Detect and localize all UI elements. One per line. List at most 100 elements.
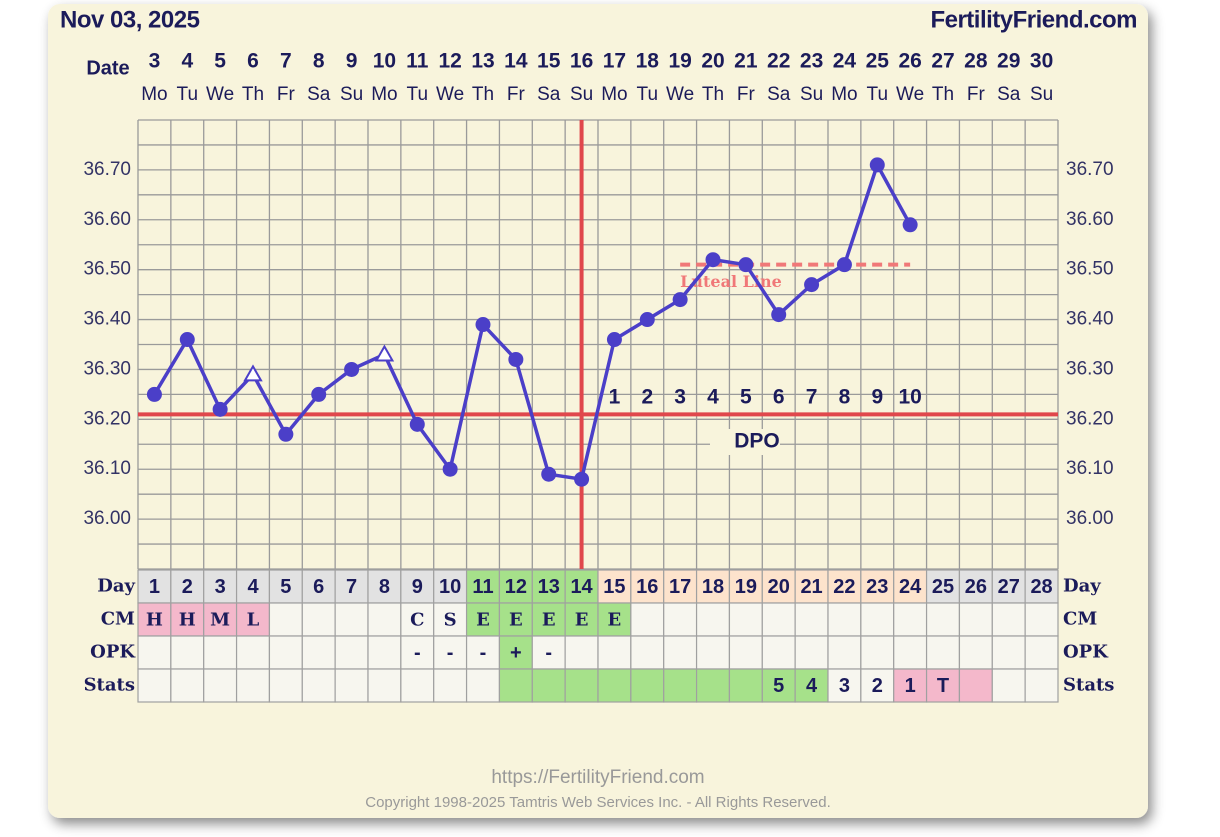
table-cell	[268, 668, 303, 703]
y-tick-label: 36.50	[83, 259, 131, 280]
dpo-number: 6	[773, 386, 785, 409]
table-cell	[958, 602, 993, 637]
luteal-label: Luteal Line	[680, 272, 782, 291]
table-cell	[663, 635, 698, 670]
table-cell	[268, 602, 303, 637]
table-cell	[695, 602, 731, 637]
weekday-label: Mo	[831, 84, 857, 105]
table-cell	[531, 602, 566, 637]
row-label: Stats	[1063, 675, 1114, 696]
table-cell	[531, 635, 566, 670]
table-cell	[170, 668, 205, 703]
date-label: 22	[767, 50, 790, 73]
date-label: 18	[636, 50, 660, 73]
cell-text: +	[510, 642, 522, 664]
table-cell	[794, 569, 829, 604]
y2-tick-label: 36.30	[1066, 358, 1114, 379]
footer-url: https://FertilityFriend.com	[491, 767, 704, 788]
table-cell	[531, 569, 566, 604]
temperature-point	[541, 466, 557, 482]
table-cell	[794, 602, 829, 637]
date-label: 17	[603, 50, 626, 73]
y-tick-label: 36.00	[83, 508, 131, 529]
cell-text: L	[247, 610, 260, 631]
temperature-point	[278, 426, 294, 442]
table-cell	[695, 668, 731, 703]
cell-text: 4	[806, 675, 818, 697]
cell-text: 18	[702, 576, 724, 598]
weekday-label: Mo	[371, 84, 397, 105]
weekday-label: We	[896, 84, 924, 105]
weekday-label: Su	[340, 84, 363, 105]
temperature-point	[442, 461, 458, 477]
temperature-point	[738, 257, 754, 273]
table-cell	[531, 668, 566, 703]
table-cell	[663, 602, 698, 637]
temperature-point	[804, 277, 820, 293]
table-cell	[728, 635, 763, 670]
weekday-label: Tu	[407, 84, 428, 105]
cell-text: 20	[768, 576, 790, 598]
temperature-point	[243, 364, 263, 382]
temperature-point	[672, 292, 688, 308]
table-cell	[991, 569, 1026, 604]
table-cell	[958, 569, 993, 604]
weekday-label: Su	[570, 84, 593, 105]
table-cell	[170, 635, 205, 670]
table-cell	[958, 635, 993, 670]
table-cell	[860, 635, 895, 670]
weekday-label: Th	[932, 84, 954, 105]
cell-text: 9	[412, 576, 423, 598]
cell-text: 12	[505, 576, 527, 598]
date-label: 23	[800, 50, 823, 73]
table-cell	[630, 602, 665, 637]
cell-text: E	[476, 610, 490, 631]
cell-text: 2	[872, 675, 883, 697]
cell-text: M	[210, 610, 230, 631]
cell-text: -	[545, 642, 552, 664]
cell-text: 13	[538, 576, 560, 598]
table-cell	[137, 635, 172, 670]
temperature-point	[836, 257, 852, 273]
temperature-point	[475, 317, 491, 333]
table-cell	[433, 602, 468, 637]
weekday-label: We	[206, 84, 234, 105]
cell-text: T	[937, 675, 949, 697]
table-cell	[991, 635, 1026, 670]
cell-text: E	[575, 610, 589, 631]
cell-text: -	[447, 642, 454, 664]
y2-tick-label: 36.10	[1066, 458, 1114, 479]
cell-text: 26	[965, 576, 987, 598]
dpo-number: 5	[740, 386, 752, 409]
y2-tick-label: 36.60	[1066, 209, 1114, 230]
table-cell	[564, 635, 599, 670]
y-tick-label: 36.20	[83, 408, 131, 429]
table-cell	[400, 569, 435, 604]
temperature-point	[869, 157, 885, 173]
weekday-label: Sa	[307, 84, 331, 105]
dpo-number: 2	[641, 386, 653, 409]
table-cell	[728, 602, 763, 637]
weekday-label: Fr	[507, 84, 526, 105]
table-cell	[1024, 635, 1059, 670]
table-cell	[827, 602, 862, 637]
dpo-label-bg	[710, 429, 780, 455]
cell-text: 22	[833, 576, 855, 598]
date-label: 19	[668, 50, 691, 73]
cell-text: 19	[735, 576, 757, 598]
table-cell	[827, 668, 862, 703]
temperature-point	[212, 401, 228, 417]
table-cell	[893, 635, 928, 670]
table-cell	[498, 569, 533, 604]
chart-title: Nov 03, 2025	[60, 6, 200, 33]
table-cell	[991, 602, 1026, 637]
weekday-label: Fr	[277, 84, 296, 105]
weekday-label: Mo	[601, 84, 627, 105]
cell-text: 14	[570, 576, 593, 598]
y-tick-label: 36.10	[83, 458, 131, 479]
table-cell	[761, 635, 796, 670]
table-cell	[991, 668, 1026, 703]
date-label: 28	[964, 50, 988, 73]
row-label: Day	[1063, 576, 1101, 597]
